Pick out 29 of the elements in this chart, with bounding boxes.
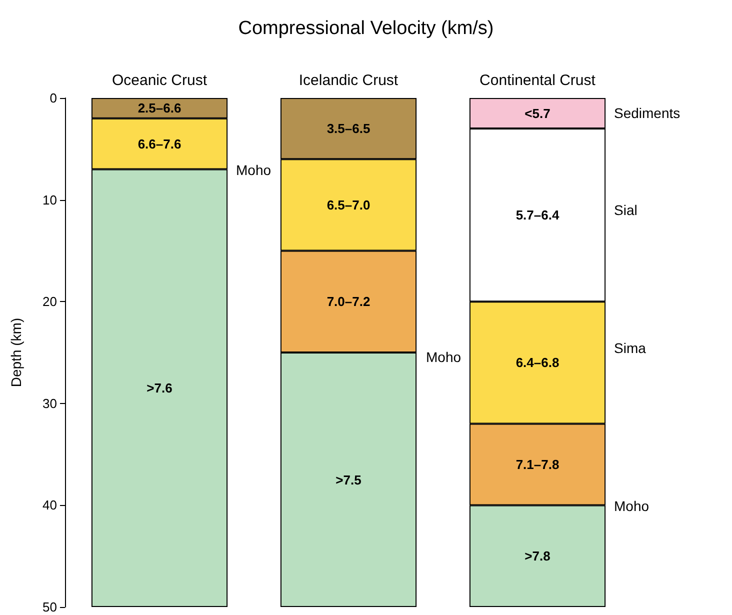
y-tick-label: 40 xyxy=(42,498,57,513)
y-axis-title: Depth (km) xyxy=(8,318,24,388)
data-label: 3.5–6.5 xyxy=(326,121,370,136)
data-label: 2.5–6.6 xyxy=(138,100,182,116)
data-label: 7.1–7.8 xyxy=(516,456,560,472)
data-label: 5.7–6.4 xyxy=(516,208,560,223)
annotation: Moho xyxy=(614,498,650,514)
data-label: >7.5 xyxy=(336,472,362,488)
x-tick-label: Continental Crust xyxy=(480,72,596,89)
y-tick-label: 20 xyxy=(42,294,57,310)
data-label: >7.8 xyxy=(524,548,550,564)
annotation: Sediments xyxy=(614,105,680,121)
y-tick-label: 10 xyxy=(42,192,57,208)
data-label: 6.5–7.0 xyxy=(326,197,370,212)
data-label: 6.6–7.6 xyxy=(138,136,182,152)
data-label: <5.7 xyxy=(524,106,550,121)
x-tick-label: Icelandic Crust xyxy=(298,72,399,89)
y-tick-label: 0 xyxy=(50,90,57,106)
chart-title: Compressional Velocity (km/s) xyxy=(238,18,494,39)
annotation: Sima xyxy=(614,340,646,356)
y-tick-label: 50 xyxy=(42,600,57,614)
data-label: 7.0–7.2 xyxy=(326,294,370,310)
annotation: Moho xyxy=(426,349,462,365)
annotation: Sial xyxy=(614,202,638,218)
x-tick-label: Oceanic Crust xyxy=(112,72,208,89)
data-label: 6.4–6.8 xyxy=(516,355,560,370)
data-label: >7.6 xyxy=(146,380,172,396)
annotation: Moho xyxy=(236,162,272,178)
y-tick-label: 30 xyxy=(42,396,57,411)
